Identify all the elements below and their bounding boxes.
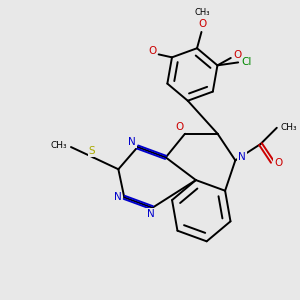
Text: O: O	[176, 122, 184, 132]
Text: CH₃: CH₃	[195, 8, 210, 17]
Text: N: N	[114, 192, 122, 203]
Text: O: O	[198, 19, 206, 29]
Text: N: N	[238, 152, 246, 162]
Text: N: N	[128, 137, 136, 147]
Text: CH₃: CH₃	[50, 141, 67, 150]
Text: O: O	[148, 46, 156, 56]
Text: O: O	[274, 158, 282, 168]
Text: CH₃: CH₃	[281, 123, 298, 132]
Text: O: O	[233, 50, 242, 60]
Text: Cl: Cl	[242, 57, 252, 68]
Text: N: N	[147, 209, 155, 219]
Text: S: S	[88, 146, 95, 157]
